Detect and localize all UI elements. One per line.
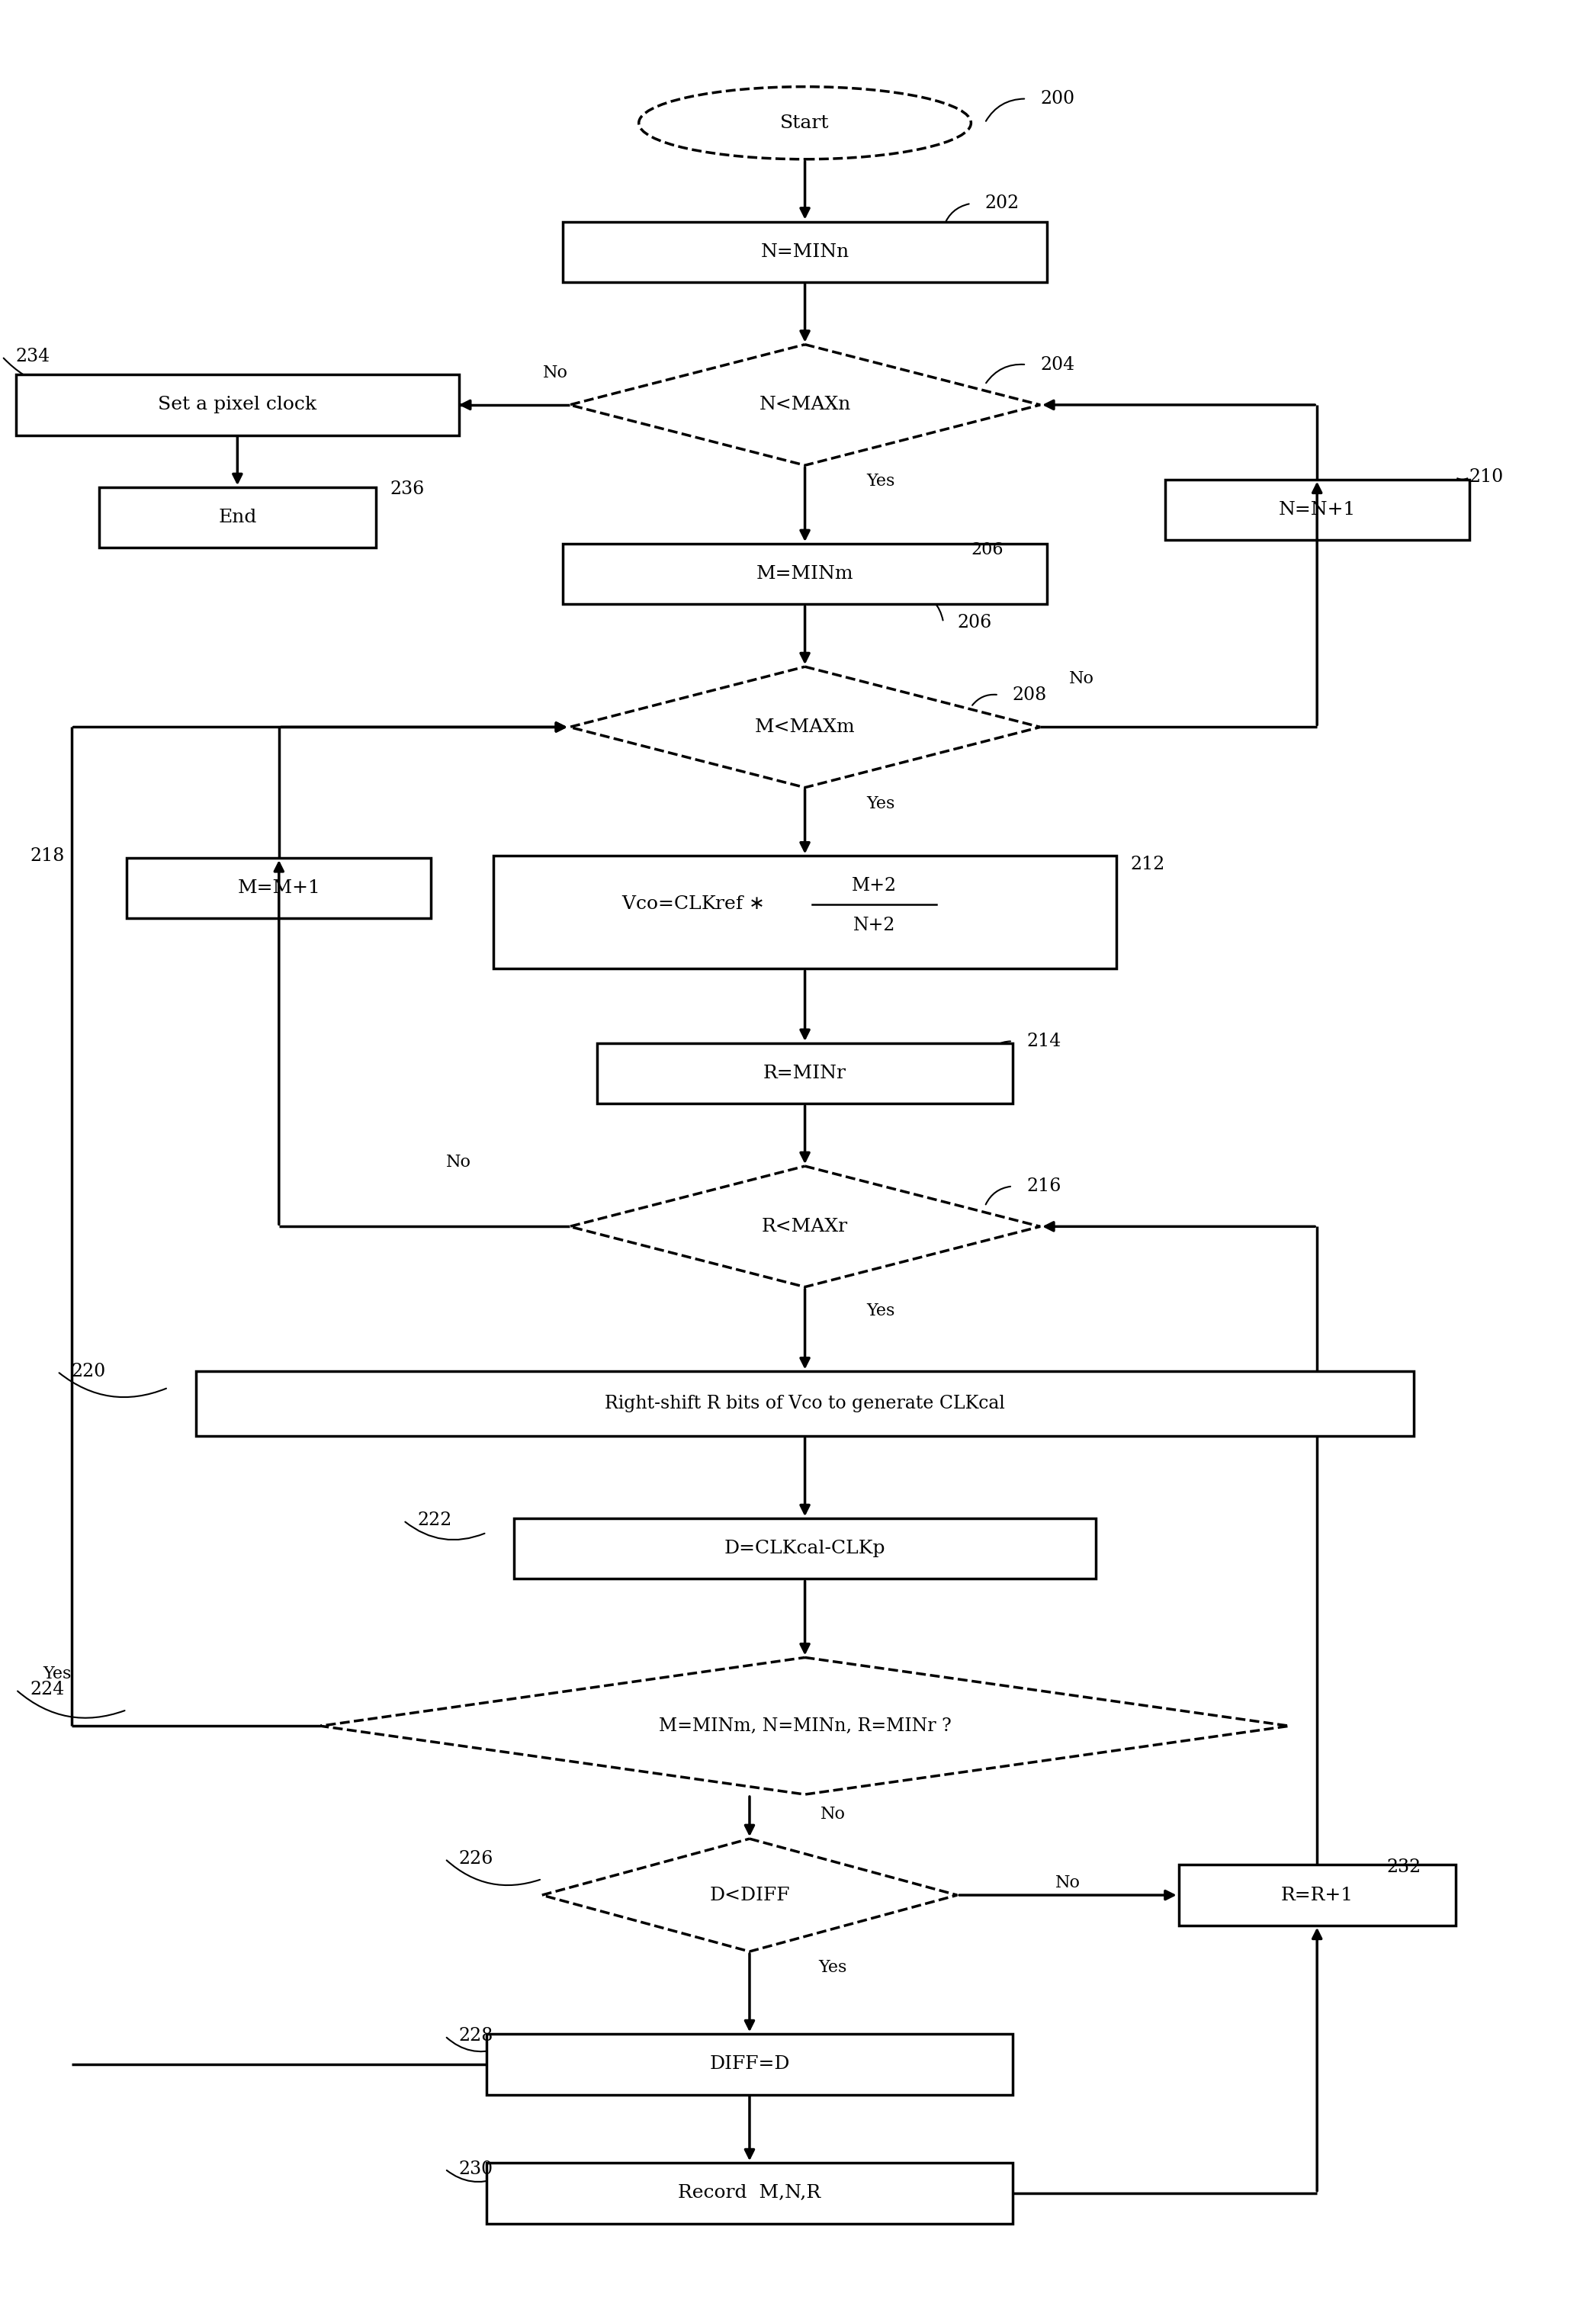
- Text: 210: 210: [1470, 469, 1503, 485]
- Polygon shape: [321, 1658, 1290, 1794]
- Polygon shape: [543, 1838, 958, 1950]
- Text: Yes: Yes: [819, 1960, 847, 1976]
- Polygon shape: [570, 1166, 1041, 1288]
- Text: M<MAXm: M<MAXm: [755, 718, 855, 736]
- Text: 206: 206: [958, 614, 991, 630]
- Text: Right-shift R bits of Vco to generate CLKcal: Right-shift R bits of Vco to generate CL…: [605, 1396, 1005, 1412]
- FancyBboxPatch shape: [1165, 478, 1470, 540]
- Polygon shape: [570, 345, 1041, 465]
- Text: M=M+1: M=M+1: [238, 879, 321, 897]
- Text: 228: 228: [460, 2026, 493, 2045]
- FancyBboxPatch shape: [563, 543, 1047, 605]
- Text: M=MINm: M=MINm: [757, 566, 854, 582]
- Text: N=N+1: N=N+1: [1278, 501, 1355, 517]
- Text: No: No: [543, 363, 568, 382]
- Text: 214: 214: [1026, 1033, 1061, 1051]
- FancyBboxPatch shape: [514, 1518, 1095, 1578]
- FancyBboxPatch shape: [493, 856, 1116, 968]
- Text: DIFF=D: DIFF=D: [709, 2056, 790, 2072]
- Text: M+2: M+2: [852, 876, 897, 895]
- FancyBboxPatch shape: [16, 375, 460, 435]
- FancyBboxPatch shape: [597, 1044, 1012, 1104]
- Text: 220: 220: [72, 1364, 105, 1380]
- Text: N<MAXn: N<MAXn: [760, 396, 851, 414]
- Text: 230: 230: [460, 2160, 493, 2178]
- Text: 216: 216: [1026, 1178, 1061, 1196]
- Text: 200: 200: [1041, 90, 1074, 108]
- Text: 212: 212: [1130, 856, 1165, 872]
- Text: 206: 206: [970, 540, 1004, 559]
- Text: 226: 226: [460, 1849, 493, 1868]
- FancyBboxPatch shape: [126, 858, 431, 918]
- Ellipse shape: [638, 87, 970, 159]
- Text: 236: 236: [389, 481, 425, 499]
- Text: No: No: [1055, 1874, 1080, 1891]
- Text: No: No: [447, 1155, 471, 1171]
- Text: R=MINr: R=MINr: [763, 1065, 846, 1083]
- FancyBboxPatch shape: [563, 221, 1047, 283]
- Text: 208: 208: [1012, 685, 1047, 704]
- FancyBboxPatch shape: [99, 488, 375, 547]
- Text: Start: Start: [780, 115, 830, 131]
- FancyBboxPatch shape: [487, 2162, 1012, 2224]
- Text: 222: 222: [418, 1511, 452, 1530]
- Text: Vco=CLKref $\ast$: Vco=CLKref $\ast$: [621, 895, 763, 913]
- Text: N=MINn: N=MINn: [761, 244, 849, 260]
- Text: R=R+1: R=R+1: [1282, 1886, 1353, 1904]
- FancyBboxPatch shape: [1178, 1865, 1456, 1925]
- Text: Yes: Yes: [867, 474, 895, 490]
- Text: 232: 232: [1387, 1858, 1420, 1877]
- Text: D<DIFF: D<DIFF: [709, 1886, 790, 1904]
- Text: End: End: [219, 508, 257, 527]
- Text: M=MINm, N=MINn, R=MINr ?: M=MINm, N=MINn, R=MINr ?: [659, 1718, 951, 1734]
- Text: No: No: [820, 1806, 846, 1824]
- Text: Record  M,N,R: Record M,N,R: [678, 2185, 820, 2201]
- Text: 204: 204: [1041, 356, 1074, 373]
- Text: Yes: Yes: [867, 796, 895, 812]
- Text: 218: 218: [30, 846, 64, 865]
- Text: Yes: Yes: [43, 1665, 72, 1681]
- FancyBboxPatch shape: [487, 2033, 1012, 2095]
- Text: 224: 224: [30, 1681, 64, 1697]
- FancyBboxPatch shape: [196, 1371, 1414, 1435]
- Text: D=CLKcal-CLKp: D=CLKcal-CLKp: [725, 1541, 886, 1557]
- Text: No: No: [1069, 669, 1095, 688]
- Text: Yes: Yes: [867, 1302, 895, 1320]
- Text: Set a pixel clock: Set a pixel clock: [158, 396, 316, 414]
- Text: 202: 202: [985, 196, 1020, 212]
- Polygon shape: [570, 667, 1041, 787]
- Text: R<MAXr: R<MAXr: [761, 1217, 847, 1235]
- Text: N+2: N+2: [852, 915, 895, 934]
- Text: 234: 234: [16, 347, 51, 366]
